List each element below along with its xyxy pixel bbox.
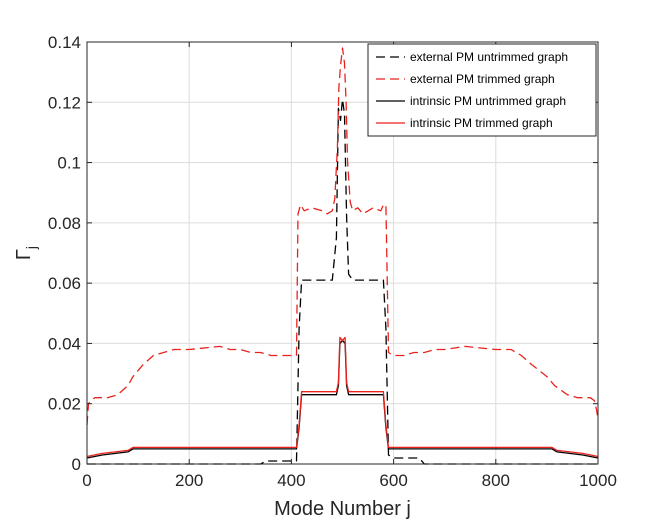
- series-lines: [86, 47, 599, 465]
- plot-area-frame: [86, 41, 599, 465]
- y-tick-label: 0.08: [48, 214, 81, 233]
- y-tick-label: 0.04: [48, 334, 81, 353]
- y-axis-label-subscript: j: [23, 246, 39, 250]
- x-tick-label: 800: [482, 471, 510, 490]
- legend-box: [367, 43, 597, 137]
- x-tick-label: 200: [175, 471, 203, 490]
- y-tick-label: 0.12: [48, 93, 81, 112]
- legend-label-3: intrinsic PM untrimmed graph: [410, 94, 566, 108]
- y-tick-label: 0.06: [48, 274, 81, 293]
- y-axis-label-symbol: Γ: [13, 249, 35, 260]
- series-line-3: [86, 339, 599, 459]
- axis-ticks: 0 200 400 600 800 1000 0 0.02 0.04 0.06 0.08 0.1 0.1…: [48, 33, 617, 490]
- series-line-4: [86, 336, 599, 458]
- y-tick-label: 0.02: [48, 395, 81, 414]
- y-axis-label: Γj: [13, 246, 39, 260]
- x-axis-label: Mode Number j: [274, 498, 411, 520]
- x-tick-label: 600: [379, 471, 407, 490]
- legend-label-1: external PM untrimmed graph: [410, 50, 568, 64]
- x-tick-label: 0: [82, 471, 91, 490]
- x-tick-label: 1000: [579, 471, 617, 490]
- series-line-1: [87, 98, 598, 465]
- legend-label-4: intrinsic PM trimmed graph: [410, 116, 553, 130]
- x-tick-label: 400: [277, 471, 305, 490]
- legend: external PM untrimmed graph external PM t…: [367, 43, 597, 137]
- legend-label-2: external PM trimmed graph: [410, 72, 555, 86]
- series-line-2: [86, 47, 599, 425]
- y-tick-label: 0: [72, 455, 81, 474]
- y-tick-label: 0.1: [57, 154, 81, 173]
- y-tick-label: 0.14: [48, 33, 81, 52]
